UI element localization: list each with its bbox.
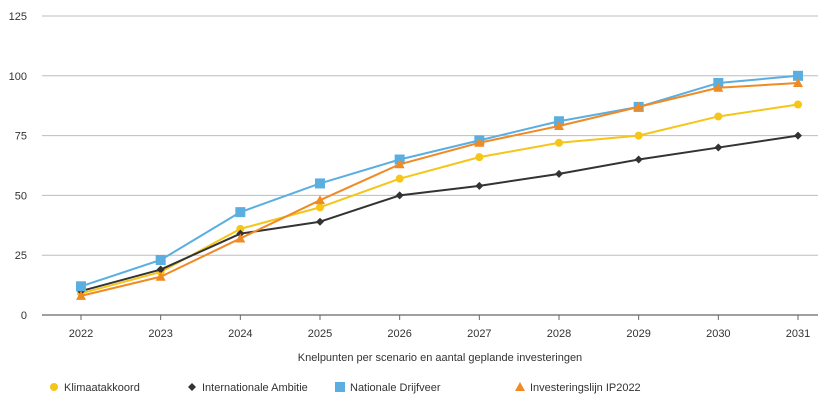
- legend-item: Klimaatakkoord: [50, 382, 140, 394]
- x-tick-label: 2027: [467, 328, 491, 340]
- data-point: [76, 290, 86, 300]
- data-point: [155, 254, 166, 265]
- x-tick-label: 2028: [547, 328, 571, 340]
- legend-marker: [515, 382, 525, 391]
- legend-marker: [335, 382, 345, 392]
- series-line: [80, 74, 799, 288]
- data-point: [793, 77, 803, 87]
- data-point: [315, 195, 325, 205]
- data-point: [555, 138, 563, 147]
- series-line: [80, 103, 799, 295]
- y-tick-label: 125: [9, 11, 27, 23]
- data-point: [714, 143, 723, 152]
- x-axis-label: Knelpunten per scenario en aantal geplan…: [298, 352, 582, 364]
- legend-label: Internationale Ambitie: [202, 382, 308, 394]
- legend-item: Internationale Ambitie: [188, 382, 308, 394]
- series-klimaatakkoord: [77, 100, 802, 298]
- x-tick-label: 2030: [706, 328, 730, 340]
- data-point: [156, 265, 165, 274]
- y-tick-label: 25: [15, 250, 27, 262]
- legend: Klimaatakkoord Internationale Ambitie Nati…: [50, 382, 641, 394]
- series-line: [80, 134, 799, 293]
- data-point: [714, 112, 723, 121]
- grid-lines: [42, 15, 818, 316]
- y-tick-label: 100: [9, 71, 27, 83]
- legend-label: Klimaatakkoord: [64, 382, 140, 394]
- data-point: [634, 131, 643, 140]
- x-axis-ticks: 2022 2023 2024 2025 2026 2027 2028 2029 2030 2031: [69, 315, 810, 340]
- data-point: [475, 153, 484, 162]
- series-line: [80, 81, 799, 297]
- data-point: [236, 224, 245, 233]
- x-tick-label: 2026: [387, 328, 411, 340]
- x-tick-label: 2029: [626, 328, 650, 340]
- data-point: [474, 137, 485, 147]
- y-axis-ticks: 0 25 50 75 100 125: [9, 11, 27, 322]
- x-tick-label: 2025: [308, 328, 332, 340]
- data-point: [793, 70, 803, 81]
- data-point: [713, 82, 724, 92]
- legend-marker: [188, 383, 196, 391]
- data-point: [316, 217, 324, 226]
- data-point: [633, 101, 644, 111]
- data-point: [394, 159, 405, 169]
- legend-label: Investeringslijn IP2022: [530, 382, 641, 394]
- data-point: [155, 271, 166, 281]
- y-tick-label: 75: [15, 131, 27, 143]
- x-tick-label: 2031: [786, 328, 810, 340]
- data-point: [554, 121, 564, 131]
- data-point: [235, 207, 246, 218]
- legend-label: Nationale Drijfveer: [350, 382, 441, 394]
- data-point: [555, 169, 563, 178]
- data-point: [395, 191, 404, 200]
- legend-item: Investeringslijn IP2022: [515, 382, 641, 394]
- series-group: [76, 70, 803, 300]
- legend-item: Nationale Drijfveer: [335, 382, 441, 394]
- series-internationale-ambitie: [77, 131, 802, 296]
- x-tick-label: 2023: [148, 328, 172, 340]
- data-point: [235, 233, 246, 243]
- data-point: [475, 181, 484, 190]
- data-point: [794, 100, 802, 109]
- data-point: [395, 174, 404, 183]
- data-point: [634, 155, 643, 164]
- y-tick-label: 50: [15, 190, 27, 202]
- x-tick-label: 2022: [69, 328, 93, 340]
- data-point: [315, 178, 325, 189]
- x-tick-label: 2024: [228, 328, 252, 340]
- data-point: [76, 281, 86, 292]
- series-investeringslijn-ip2022: [76, 77, 803, 300]
- data-point: [316, 203, 324, 212]
- data-point: [794, 131, 802, 140]
- y-tick-label: 0: [21, 310, 27, 322]
- legend-marker: [50, 383, 58, 391]
